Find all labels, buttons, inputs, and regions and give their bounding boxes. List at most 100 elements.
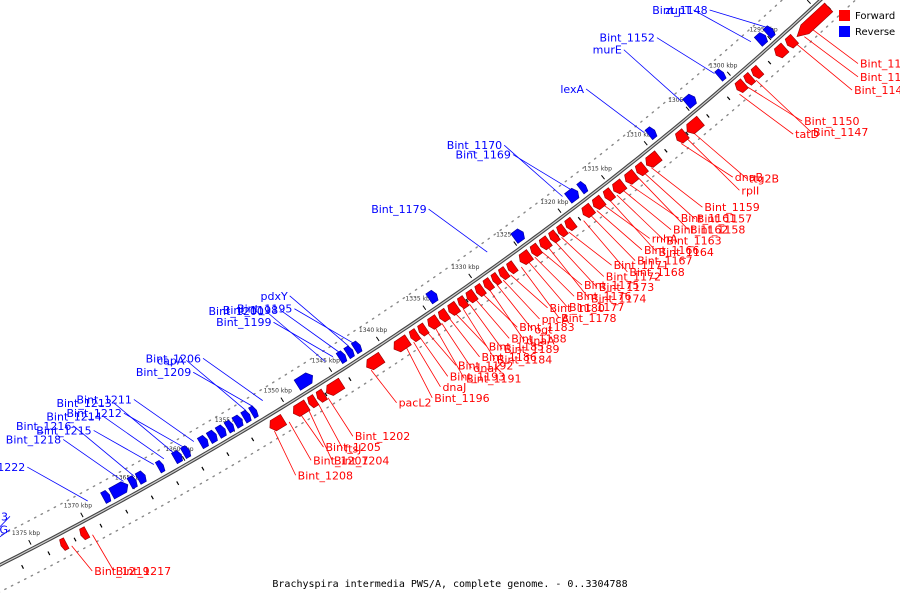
leader-line-reverse (294, 308, 354, 344)
leader-line-reverse (193, 371, 254, 407)
gene-label-forward: Bint_1219 (94, 565, 149, 578)
leader-line-reverse (123, 412, 185, 448)
gene-label-reverse: pdxY (260, 290, 287, 303)
leader-line-forward (561, 237, 605, 277)
gene-label-forward: Bint_1171 (614, 259, 669, 272)
minor-tick-mark (201, 466, 205, 471)
gene-arrow-reverse (248, 405, 259, 419)
tick-mark (375, 336, 380, 342)
leader-line-forward (596, 210, 643, 251)
gene-arrow-forward (465, 288, 479, 304)
gene-arrow-forward (624, 168, 640, 185)
gene-arrow-forward (490, 271, 503, 286)
gene-label-reverse: murE (593, 44, 622, 57)
gene-arrow-reverse (214, 424, 227, 439)
gene-label-forward: Bint_1175 (584, 279, 639, 292)
leader-line-reverse (656, 37, 715, 74)
leader-line-forward (274, 430, 297, 476)
gene-arrow-reverse (564, 187, 580, 204)
leader-line-reverse (202, 357, 263, 401)
gene-label-reverse: Bint_1148 (652, 4, 707, 17)
gene-label-forward: Bint_1196 (434, 392, 489, 405)
tick-mark (468, 273, 473, 279)
gene-label-forward: ftsJ (344, 442, 361, 455)
gene-arrow-reverse (335, 350, 348, 365)
gene-arrow-forward (784, 33, 800, 49)
gene-arrow-forward (602, 187, 617, 202)
tick-mark (513, 241, 518, 246)
leader-line-forward (644, 172, 696, 219)
gene-label-forward: Bint_1168 (629, 266, 684, 279)
gene-arrow-reverse (170, 449, 183, 465)
gene-label-forward: Bint_1146 (854, 84, 900, 97)
leader-line-forward (71, 545, 93, 572)
tick-label: 1310 kbp (626, 132, 654, 139)
leader-line-reverse (623, 49, 682, 102)
leader-line-reverse (585, 88, 645, 133)
gene-arrow-reverse (154, 459, 166, 474)
leader-line-forward (528, 261, 568, 308)
gene-arrow-forward (591, 194, 607, 211)
tick-mark (28, 539, 32, 545)
gene-label-forward: Bint_1163 (666, 234, 721, 247)
minor-tick-mark (348, 377, 352, 382)
legend: Forward Reverse (839, 10, 895, 38)
minor-tick-mark (226, 452, 230, 457)
leader-line-reverse (289, 295, 350, 347)
minor-tick-mark (176, 481, 180, 486)
leader-line-reverse (265, 310, 326, 362)
tick-label: 1340 kbp (359, 327, 387, 334)
leader-line-reverse (0, 529, 11, 538)
gene-label-forward: Bint_1158 (690, 223, 745, 236)
gene-label-forward: Bint_1188 (511, 332, 566, 345)
leader-line-forward (583, 220, 628, 273)
genome-backbone (0, 0, 823, 567)
leader-line-forward (455, 313, 488, 347)
gene-label-forward: Bint_1162 (673, 224, 728, 237)
gene-arrow-reverse (205, 429, 218, 444)
gene-label-forward: Bint_1193 (450, 370, 505, 383)
gene-label-forward: Bint_1191 (466, 372, 521, 385)
gene-arrow-forward (556, 223, 569, 238)
gene-arrow-reverse (644, 126, 658, 141)
gene-label-reverse: Bint_1198 (223, 304, 278, 317)
tick-label: 1315 kbp (584, 166, 612, 173)
gene-arrow-reverse (179, 445, 192, 460)
leader-line-forward (629, 184, 679, 219)
gene-label-forward: Bint_1207 (313, 454, 368, 467)
gene-arrow-forward (482, 277, 496, 292)
gene-label-forward: dnaB (735, 171, 763, 184)
minor-tick-mark (99, 523, 103, 528)
minor-tick-mark (150, 495, 154, 500)
gene-arrow-forward (307, 394, 320, 409)
gene-label-forward: Bint_1180 (550, 302, 605, 315)
tick-label: 1325 kbp (496, 232, 524, 239)
leader-line-forward (693, 132, 748, 180)
label-leader-lines (0, 9, 859, 572)
gene-arrow-forward (366, 351, 386, 371)
leader-line-forward (469, 303, 503, 350)
leader-line-reverse (279, 309, 340, 353)
gene-arrow-reverse (100, 490, 112, 504)
tick-label: 1375 kbp (12, 530, 40, 537)
gene-label-forward: pncA (542, 313, 570, 326)
legend-swatch-reverse (839, 26, 850, 37)
dotted-guide-tracks (0, 0, 857, 593)
leader-line-forward (441, 322, 472, 369)
gene-label-forward: Bint_1159 (704, 201, 759, 214)
gene-arrow-forward (59, 537, 70, 551)
gene-label-forward: Bint_1164 (659, 246, 714, 259)
gene-arrow-reverse (134, 470, 147, 485)
gene-arrow-forward (79, 526, 91, 541)
genome-caption: Brachyspira intermedia PWS/A, complete g… (272, 579, 627, 590)
leader-line-forward (502, 279, 540, 320)
tick-label: 1360 kbp (165, 446, 193, 453)
minor-tick-mark (21, 564, 25, 569)
leader-line-reverse (93, 430, 155, 465)
gene-label-reverse: dinG (0, 524, 8, 537)
leader-line-forward (804, 36, 859, 78)
gene-arrow-reverse (753, 32, 769, 47)
leader-line-forward (555, 241, 598, 288)
leader-line-forward (419, 337, 449, 377)
gene-label-reverse: Bint_1209 (136, 366, 191, 379)
